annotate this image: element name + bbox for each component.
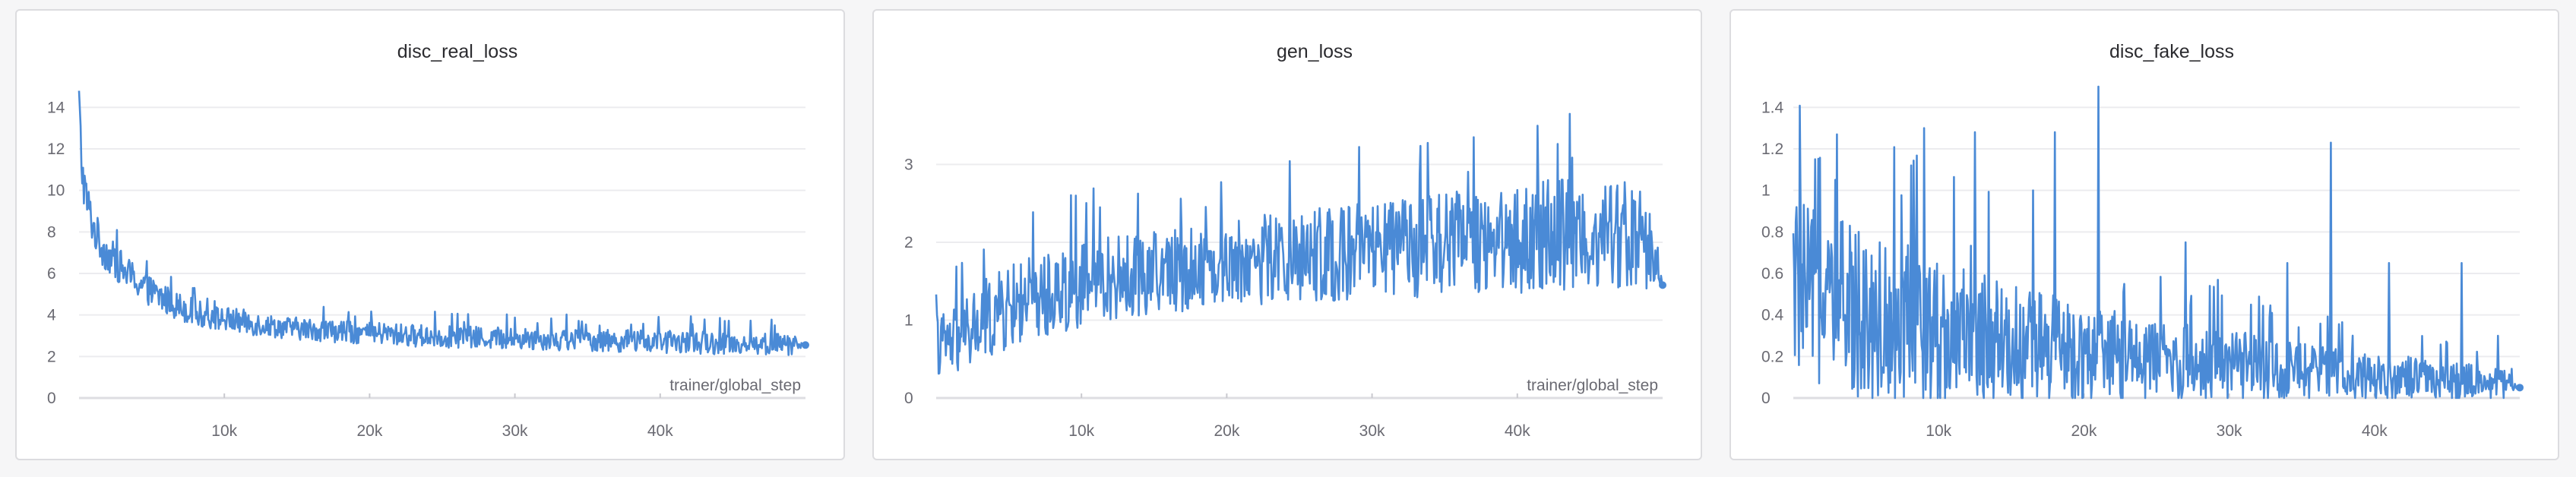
chart-panel-disc-real-loss: disc_real_loss 0 2 4 6 8 10 12 14 10k 20k 30k 40k tra…: [15, 9, 845, 460]
y-tick-label: 0.4: [1761, 307, 1784, 324]
y-tick-label: 0.6: [1761, 265, 1783, 283]
y-tick-label: 1.4: [1761, 99, 1784, 116]
x-axis-label: trainer/global_step: [669, 377, 801, 394]
y-tick-label: 0: [904, 390, 913, 407]
chart-title: disc_fake_loss: [2109, 41, 2234, 62]
y-tick-label: 1.2: [1761, 141, 1783, 158]
chart-svg: disc_real_loss 0 2 4 6 8 10 12 14 10k 20k 30k 40k tra…: [47, 41, 809, 440]
x-tick-label: 20k: [1214, 422, 1239, 440]
x-tick-label: 20k: [2071, 422, 2097, 440]
chart-svg: gen_loss 0 1 2 3 10k 20k 30k 40k trainer/global_s…: [904, 41, 1666, 440]
x-tick-label: 40k: [647, 422, 673, 440]
series-line: [78, 90, 806, 356]
chart-svg: disc_fake_loss 0 0.2 0.4 0.6 0.8 1 1.2 1.4 10k 20k…: [1761, 41, 2524, 440]
y-tick-label: 4: [47, 307, 56, 324]
y-tick-label: 1: [1761, 182, 1771, 200]
y-tick-label: 0: [47, 390, 56, 407]
y-tick-label: 2: [904, 234, 913, 251]
y-tick-label: 3: [904, 156, 913, 174]
chart-panel-gen-loss: gen_loss 0 1 2 3 10k 20k 30k 40k trainer/global_s…: [872, 9, 1702, 460]
series-line: [1792, 85, 2521, 400]
series-end-marker: [1659, 281, 1666, 289]
x-tick-label: 40k: [2362, 422, 2388, 440]
x-tick-label: 10k: [1068, 422, 1094, 440]
x-tick-label: 40k: [1505, 422, 1530, 440]
x-tick-label: 20k: [356, 422, 382, 440]
series-end-marker: [2516, 384, 2524, 392]
y-tick-label: 1: [904, 312, 913, 330]
x-tick-label: 10k: [1926, 422, 1951, 440]
x-tick-label: 10k: [211, 422, 237, 440]
x-tick-label: 30k: [502, 422, 528, 440]
y-tick-label: 0: [1761, 390, 1771, 407]
y-tick-label: 12: [47, 141, 65, 158]
series-end-marker: [802, 341, 809, 349]
x-tick-label: 30k: [1359, 422, 1385, 440]
x-axis-label: trainer/global_step: [1527, 377, 1658, 394]
chart-panel-disc-fake-loss: disc_fake_loss 0 0.2 0.4 0.6 0.8 1 1.2 1.4 10k 20k…: [1729, 9, 2559, 460]
chart-title: disc_real_loss: [397, 41, 517, 62]
y-tick-label: 0.2: [1761, 348, 1783, 365]
x-tick-label: 30k: [2217, 422, 2242, 440]
y-tick-label: 6: [47, 265, 56, 283]
y-tick-label: 2: [47, 348, 56, 365]
y-tick-label: 0.8: [1761, 223, 1783, 241]
chart-title: gen_loss: [1277, 41, 1353, 62]
y-tick-label: 14: [47, 99, 65, 116]
series-line: [935, 112, 1664, 375]
y-tick-label: 10: [47, 182, 65, 200]
y-tick-label: 8: [47, 223, 56, 241]
